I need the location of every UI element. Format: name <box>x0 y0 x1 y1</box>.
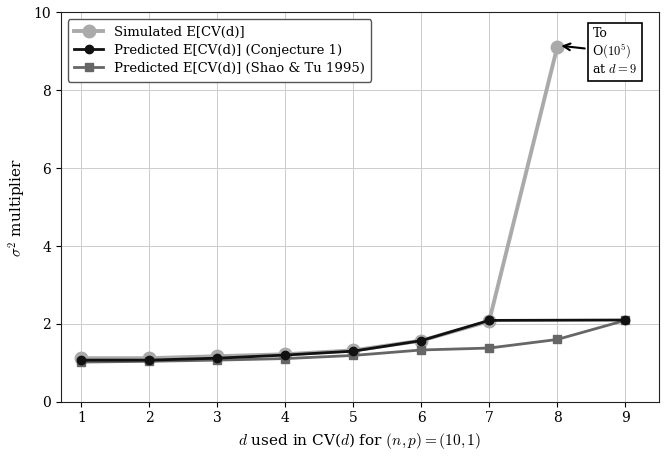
Simulated E[CV(d)] <box>145 355 153 361</box>
Predicted E[CV(d)] (Conjecture 1) <box>485 318 493 323</box>
Simulated E[CV(d)] <box>213 354 221 359</box>
Predicted E[CV(d)] (Shao & Tu 1995) <box>621 318 629 323</box>
Simulated E[CV(d)] <box>417 338 425 344</box>
Text: To
O$(10^5)$
at $d=9$: To O$(10^5)$ at $d=9$ <box>563 27 637 76</box>
Predicted E[CV(d)] (Shao & Tu 1995) <box>349 353 357 358</box>
Simulated E[CV(d)] <box>553 45 561 50</box>
Predicted E[CV(d)] (Shao & Tu 1995) <box>485 345 493 351</box>
Predicted E[CV(d)] (Conjecture 1) <box>77 357 85 363</box>
Y-axis label: $\sigma^2$ multiplier: $\sigma^2$ multiplier <box>7 158 28 256</box>
Line: Predicted E[CV(d)] (Shao & Tu 1995): Predicted E[CV(d)] (Shao & Tu 1995) <box>77 316 629 366</box>
Simulated E[CV(d)] <box>77 355 85 361</box>
Predicted E[CV(d)] (Conjecture 1) <box>213 355 221 361</box>
Predicted E[CV(d)] (Conjecture 1) <box>145 357 153 363</box>
Simulated E[CV(d)] <box>485 318 493 324</box>
Line: Simulated E[CV(d)]: Simulated E[CV(d)] <box>75 41 563 365</box>
Legend: Simulated E[CV(d)], Predicted E[CV(d)] (Conjecture 1), Predicted E[CV(d)] (Shao : Simulated E[CV(d)], Predicted E[CV(d)] (… <box>67 19 371 82</box>
X-axis label: $d$ used in CV($d$) for $(n,p) = (10,1)$: $d$ used in CV($d$) for $(n,p) = (10,1)$ <box>238 431 482 451</box>
Simulated E[CV(d)] <box>281 352 289 357</box>
Predicted E[CV(d)] (Shao & Tu 1995) <box>553 337 561 342</box>
Predicted E[CV(d)] (Conjecture 1) <box>417 338 425 344</box>
Line: Predicted E[CV(d)] (Conjecture 1): Predicted E[CV(d)] (Conjecture 1) <box>77 316 494 364</box>
Predicted E[CV(d)] (Shao & Tu 1995) <box>417 347 425 353</box>
Predicted E[CV(d)] (Conjecture 1) <box>349 349 357 354</box>
Predicted E[CV(d)] (Shao & Tu 1995) <box>77 360 85 365</box>
Predicted E[CV(d)] (Shao & Tu 1995) <box>281 356 289 361</box>
Simulated E[CV(d)] <box>349 348 357 353</box>
Predicted E[CV(d)] (Shao & Tu 1995) <box>213 357 221 363</box>
Predicted E[CV(d)] (Shao & Tu 1995) <box>145 359 153 364</box>
Predicted E[CV(d)] (Conjecture 1) <box>281 352 289 358</box>
